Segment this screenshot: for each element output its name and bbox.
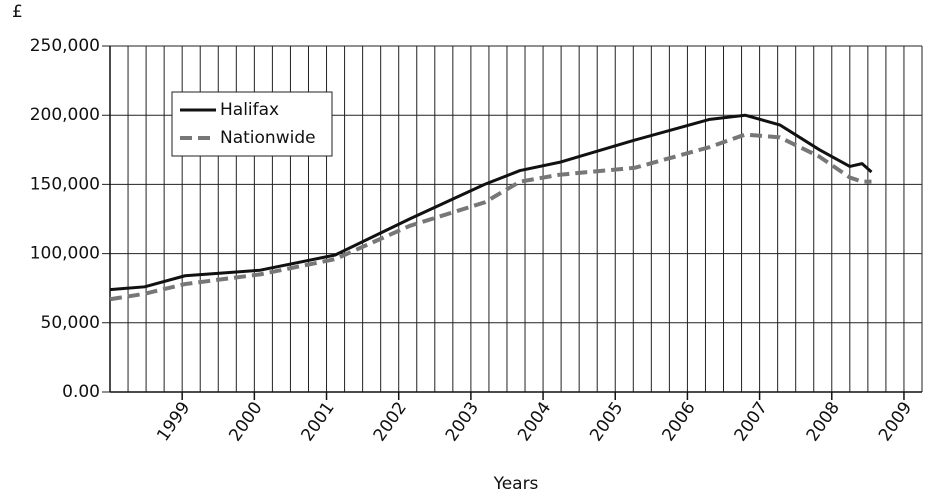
y-axis-label: £ [12, 2, 23, 22]
x-tick-label: 2004 [514, 398, 555, 445]
x-tick-label: 2003 [442, 398, 483, 445]
y-tick-label: 250,000 [30, 36, 100, 56]
y-tick-label: 50,000 [41, 313, 100, 333]
x-tick-label: 2001 [298, 398, 339, 445]
x-tick-label: 2008 [803, 398, 844, 445]
x-tick-label: 2002 [370, 398, 411, 445]
y-tick-label: 150,000 [30, 174, 100, 194]
legend-label: Nationwide [220, 128, 316, 148]
x-tick-label: 2005 [586, 398, 627, 445]
legend-box [171, 91, 333, 157]
line-series [109, 132, 872, 302]
x-tick-label: 1999 [153, 398, 194, 445]
line-series [109, 113, 873, 292]
y-tick-label: 100,000 [30, 244, 100, 264]
x-axis-label: Years [493, 474, 539, 494]
x-tick-label: 2000 [225, 398, 266, 445]
y-tick-label: 0.00 [62, 382, 100, 402]
x-tick-label: 2009 [875, 398, 916, 445]
x-tick-label: 2007 [731, 398, 772, 445]
x-tick-label: 2006 [658, 398, 699, 445]
legend-label: Halifax [220, 100, 279, 120]
y-tick-label: 200,000 [30, 105, 100, 125]
